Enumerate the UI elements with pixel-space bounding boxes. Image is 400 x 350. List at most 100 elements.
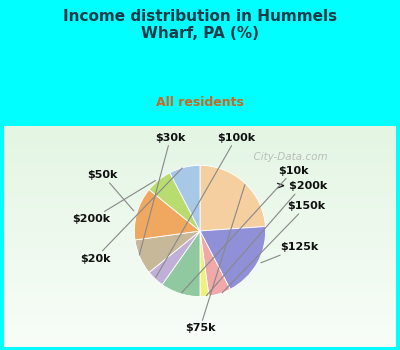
- Bar: [4, 137, 396, 139]
- Bar: [4, 159, 396, 161]
- Bar: [4, 285, 396, 287]
- Bar: [4, 161, 396, 163]
- Bar: [4, 157, 396, 159]
- Bar: [4, 333, 396, 335]
- Bar: [4, 335, 396, 338]
- Bar: [4, 296, 396, 298]
- Bar: [4, 238, 396, 241]
- Text: $20k: $20k: [80, 168, 182, 264]
- Bar: [4, 291, 396, 294]
- Text: Income distribution in Hummels
Wharf, PA (%): Income distribution in Hummels Wharf, PA…: [63, 9, 337, 41]
- Bar: [4, 212, 396, 214]
- Wedge shape: [162, 231, 200, 297]
- Bar: [4, 139, 396, 141]
- Bar: [4, 148, 396, 150]
- Bar: [4, 344, 396, 346]
- Bar: [4, 199, 396, 201]
- Bar: [4, 258, 396, 260]
- Bar: [4, 247, 396, 250]
- Bar: [4, 172, 396, 175]
- Bar: [4, 340, 396, 342]
- Bar: [4, 250, 396, 252]
- Bar: [4, 272, 396, 274]
- Bar: [4, 203, 396, 205]
- Bar: [4, 342, 396, 344]
- Bar: [4, 225, 396, 228]
- Bar: [4, 144, 396, 146]
- Wedge shape: [134, 190, 200, 240]
- Wedge shape: [170, 166, 200, 231]
- Bar: [4, 205, 396, 208]
- Bar: [4, 135, 396, 137]
- Bar: [4, 131, 396, 133]
- Wedge shape: [200, 231, 209, 297]
- Text: $125k: $125k: [261, 243, 319, 263]
- Text: $10k: $10k: [182, 166, 308, 293]
- Bar: [4, 338, 396, 340]
- Wedge shape: [149, 231, 200, 285]
- Bar: [4, 289, 396, 291]
- Wedge shape: [200, 166, 266, 231]
- Bar: [4, 287, 396, 289]
- Bar: [4, 197, 396, 199]
- Bar: [4, 309, 396, 311]
- Bar: [4, 181, 396, 183]
- Bar: [4, 318, 396, 320]
- Bar: [4, 329, 396, 331]
- Wedge shape: [200, 226, 266, 289]
- Bar: [4, 232, 396, 234]
- Bar: [4, 126, 396, 128]
- Bar: [4, 201, 396, 203]
- Bar: [4, 320, 396, 322]
- Bar: [4, 208, 396, 210]
- Bar: [4, 331, 396, 333]
- Text: $150k: $150k: [222, 201, 325, 293]
- Bar: [4, 267, 396, 270]
- Bar: [4, 141, 396, 144]
- Bar: [4, 155, 396, 157]
- Bar: [4, 260, 396, 263]
- Bar: [4, 230, 396, 232]
- Bar: [4, 254, 396, 256]
- Bar: [4, 263, 396, 265]
- Bar: [4, 302, 396, 304]
- Bar: [4, 210, 396, 212]
- Bar: [4, 234, 396, 236]
- Bar: [4, 236, 396, 238]
- Text: All residents: All residents: [156, 96, 244, 109]
- Bar: [4, 300, 396, 302]
- Bar: [4, 252, 396, 254]
- Bar: [4, 311, 396, 314]
- Bar: [4, 190, 396, 192]
- Bar: [4, 168, 396, 170]
- Wedge shape: [200, 231, 230, 296]
- Bar: [4, 274, 396, 276]
- Text: $50k: $50k: [88, 170, 134, 211]
- Bar: [4, 163, 396, 166]
- Bar: [4, 314, 396, 316]
- Text: $30k: $30k: [139, 133, 186, 255]
- Bar: [4, 327, 396, 329]
- Bar: [4, 186, 396, 188]
- Bar: [4, 270, 396, 272]
- Bar: [4, 153, 396, 155]
- Bar: [4, 324, 396, 327]
- Bar: [4, 243, 396, 245]
- Bar: [4, 177, 396, 179]
- Bar: [4, 179, 396, 181]
- Bar: [4, 322, 396, 324]
- Bar: [4, 278, 396, 280]
- Bar: [4, 316, 396, 318]
- Bar: [4, 241, 396, 243]
- Bar: [4, 228, 396, 230]
- Text: $100k: $100k: [156, 133, 255, 278]
- Bar: [4, 188, 396, 190]
- Bar: [4, 298, 396, 300]
- Text: $75k: $75k: [185, 185, 245, 333]
- Bar: [4, 183, 396, 186]
- Bar: [4, 256, 396, 258]
- Bar: [4, 133, 396, 135]
- Bar: [4, 166, 396, 168]
- Bar: [4, 276, 396, 278]
- Bar: [4, 216, 396, 219]
